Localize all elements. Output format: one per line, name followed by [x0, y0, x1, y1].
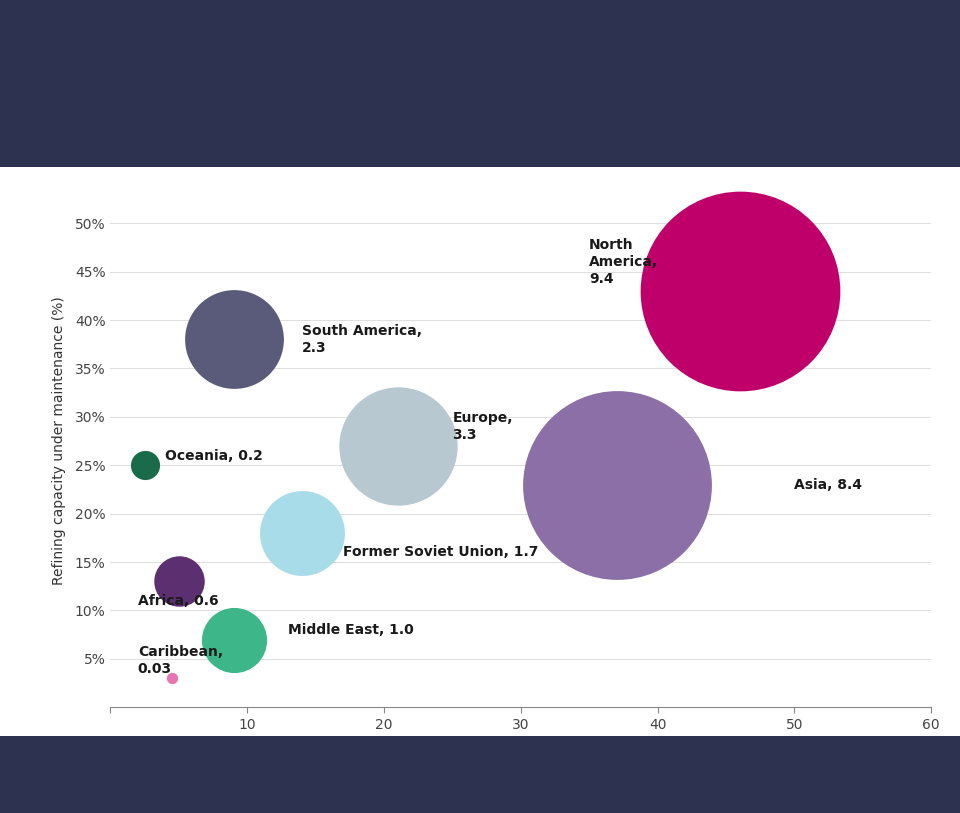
Point: [164, 672, 180, 685]
Text: Global crude oil refining capacity: Global crude oil refining capacity: [24, 41, 569, 69]
Y-axis label: Refining capacity under maintenance (%): Refining capacity under maintenance (%): [53, 297, 66, 585]
Text: Asia, 8.4: Asia, 8.4: [795, 477, 862, 492]
Point: [294, 527, 309, 540]
Text: Source:  GlobalData Oil & Gas Intelligence Center: Source: GlobalData Oil & Gas Intelligenc…: [38, 763, 697, 786]
Text: Oceania, 0.2: Oceania, 0.2: [165, 449, 263, 463]
Text: Middle East, 1.0: Middle East, 1.0: [288, 623, 414, 637]
Point: [171, 575, 186, 588]
Text: North
America,
9.4: North America, 9.4: [589, 237, 659, 286]
Text: Europe,
3.3: Europe, 3.3: [452, 411, 513, 442]
Text: GlobalData.: GlobalData.: [692, 67, 931, 100]
Title: Bubble size indicates refining capacity under maintenance (mmbd) in 2019: Bubble size indicates refining capacity …: [227, 150, 815, 164]
Point: [226, 333, 241, 346]
Text: South America,
2.3: South America, 2.3: [301, 324, 421, 355]
Text: under maintenance by region,: under maintenance by region,: [24, 67, 520, 95]
Text: 2019: 2019: [24, 98, 105, 127]
Text: Former Soviet Union, 1.7: Former Soviet Union, 1.7: [343, 546, 539, 559]
Point: [137, 459, 153, 472]
Point: [226, 633, 241, 646]
Text: Africa, 0.6: Africa, 0.6: [138, 593, 218, 608]
Point: [732, 285, 747, 298]
Point: [390, 439, 405, 452]
Point: [609, 478, 624, 491]
Text: Caribbean,
0.03: Caribbean, 0.03: [138, 646, 223, 676]
